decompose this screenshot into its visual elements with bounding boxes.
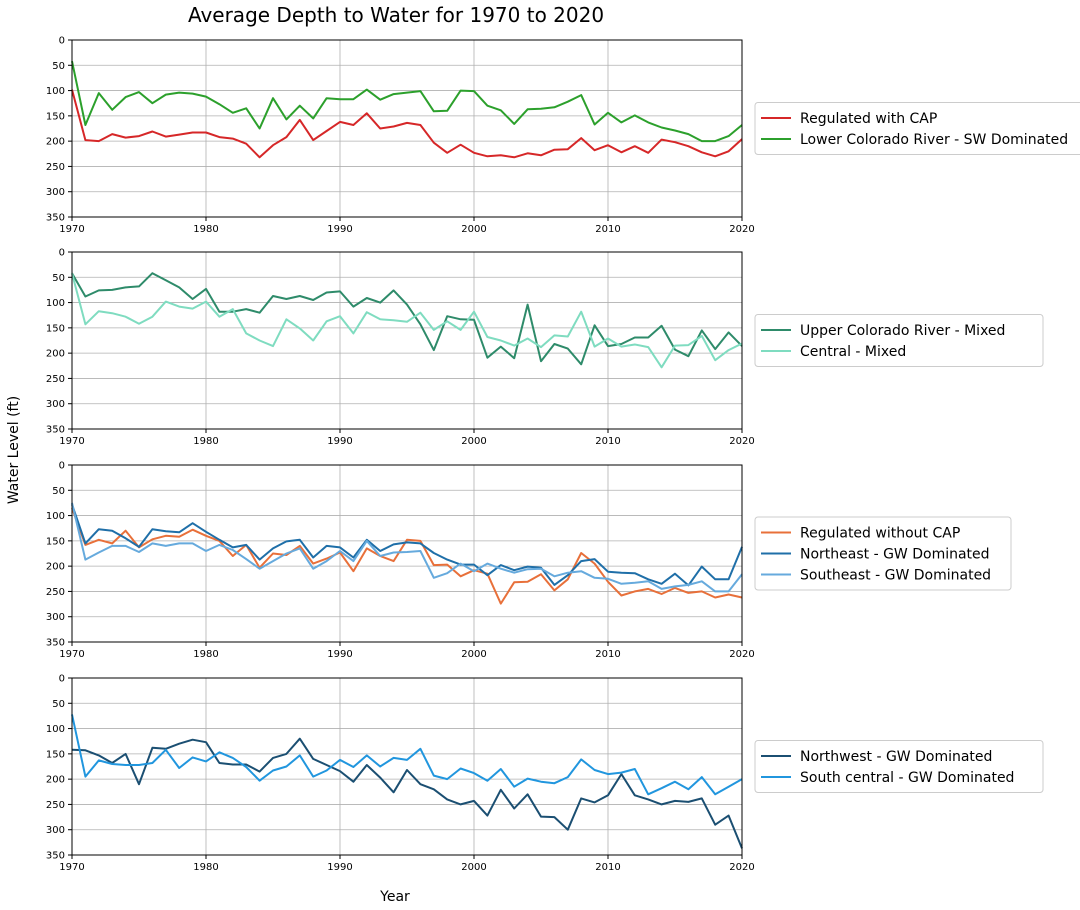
x-tick-label: 2000 [461,649,486,660]
x-tick-label: 1980 [193,436,218,447]
x-tick-label: 1980 [193,649,218,660]
legend-entry: Lower Colorado River - SW Dominated [800,132,1068,148]
y-tick-label: 150 [46,111,65,122]
x-tick-label: 1970 [59,224,84,235]
axes-frame [71,677,743,856]
x-tick-label: 2010 [595,436,620,447]
y-tick-label: 150 [46,536,65,547]
legend-box [754,314,1044,367]
x-tick-label: 2020 [729,224,754,235]
axes-frame [71,39,743,218]
y-tick-label: 100 [46,724,65,735]
y-tick-label: 0 [59,461,65,472]
legend-entry: Regulated with CAP [800,111,937,127]
legend-entry: Central - Mixed [800,344,906,360]
y-tick-label: 50 [52,61,65,72]
y-tick-label: 350 [46,851,65,862]
x-tick-label: 1980 [193,862,218,873]
y-tick-label: 350 [46,425,65,436]
series-line-2 [71,272,743,369]
y-axis-label: Water Level (ft) [6,396,22,504]
x-tick-label: 1980 [193,224,218,235]
legend-entry: Northwest - GW Dominated [800,749,992,765]
y-tick-label: 300 [46,187,65,198]
y-tick-label: 250 [46,800,65,811]
series-line-1 [71,89,743,159]
series-line-1 [71,507,743,605]
legend: Regulated without CAP Northeast - GW Domi… [754,516,1012,591]
figure-title: Average Depth to Water for 1970 to 2020 [188,3,604,27]
x-tick-label: 2020 [729,862,754,873]
y-tick-label: 200 [46,775,65,786]
x-tick-label: 2000 [461,436,486,447]
x-axis-label: Year [379,889,410,905]
y-tick-label: 250 [46,162,65,173]
y-tick-label: 200 [46,562,65,573]
series-line-2 [71,504,743,587]
y-tick-label: 200 [46,349,65,360]
legend-entry: South central - GW Dominated [800,770,1014,786]
series-line-1 [71,737,743,849]
y-tick-label: 150 [46,323,65,334]
legend-entry: Regulated without CAP [800,526,960,542]
legend: Northwest - GW Dominated South central - … [754,740,1044,793]
x-tick-label: 1990 [327,224,352,235]
series-line-2 [71,714,743,796]
y-tick-label: 0 [59,248,65,259]
y-tick-label: 100 [46,298,65,309]
y-tick-label: 50 [52,273,65,284]
x-tick-label: 2010 [595,862,620,873]
x-tick-label: 2020 [729,436,754,447]
panel-2: 1970 1980 1990 2000 2010 2020 0 50 100 150 200 250 3… [46,248,1044,447]
legend: Regulated with CAP Lower Colorado River -… [754,102,1080,155]
x-tick-label: 1970 [59,649,84,660]
y-tick-label: 0 [59,36,65,47]
y-tick-label: 300 [46,612,65,623]
x-tick-label: 2000 [461,224,486,235]
panel-4: 1970 1980 1990 2000 2010 2020 0 50 100 150 200 250 3… [46,674,1044,873]
y-tick-label: 200 [46,137,65,148]
y-tick-label: 250 [46,587,65,598]
y-tick-label: 50 [52,486,65,497]
legend-entry: Southeast - GW Dominated [800,568,991,584]
y-tick-label: 100 [46,511,65,522]
y-tick-label: 100 [46,86,65,97]
legend-box [754,102,1080,155]
legend: Upper Colorado River - Mixed Central - Mi… [754,314,1044,367]
y-tick-label: 250 [46,374,65,385]
y-tick-label: 50 [52,699,65,710]
legend-entry: Upper Colorado River - Mixed [800,323,1005,339]
x-tick-label: 2000 [461,862,486,873]
panel-1: 1970 1980 1990 2000 2010 2020 0 50 100 150 200 250 3… [46,36,1080,235]
x-tick-label: 1990 [327,436,352,447]
x-tick-label: 1990 [327,649,352,660]
legend-box [754,740,1044,793]
y-tick-label: 150 [46,749,65,760]
x-tick-label: 1970 [59,436,84,447]
series-line-2 [71,60,743,143]
x-tick-label: 1990 [327,862,352,873]
x-tick-label: 2010 [595,224,620,235]
y-tick-label: 300 [46,399,65,410]
x-tick-label: 2020 [729,649,754,660]
series-line-3 [71,502,743,593]
axes-frame [71,464,743,643]
y-tick-label: 350 [46,638,65,649]
axes-frame [71,251,743,430]
y-tick-label: 350 [46,213,65,224]
series-line-1 [71,272,743,366]
legend-box [754,516,1012,591]
x-tick-label: 1970 [59,862,84,873]
panel-3: 1970 1980 1990 2000 2010 2020 0 50 100 150 200 250 3… [46,461,1012,660]
y-tick-label: 300 [46,825,65,836]
x-tick-label: 2010 [595,649,620,660]
legend-entry: Northeast - GW Dominated [800,547,990,563]
y-tick-label: 0 [59,674,65,685]
